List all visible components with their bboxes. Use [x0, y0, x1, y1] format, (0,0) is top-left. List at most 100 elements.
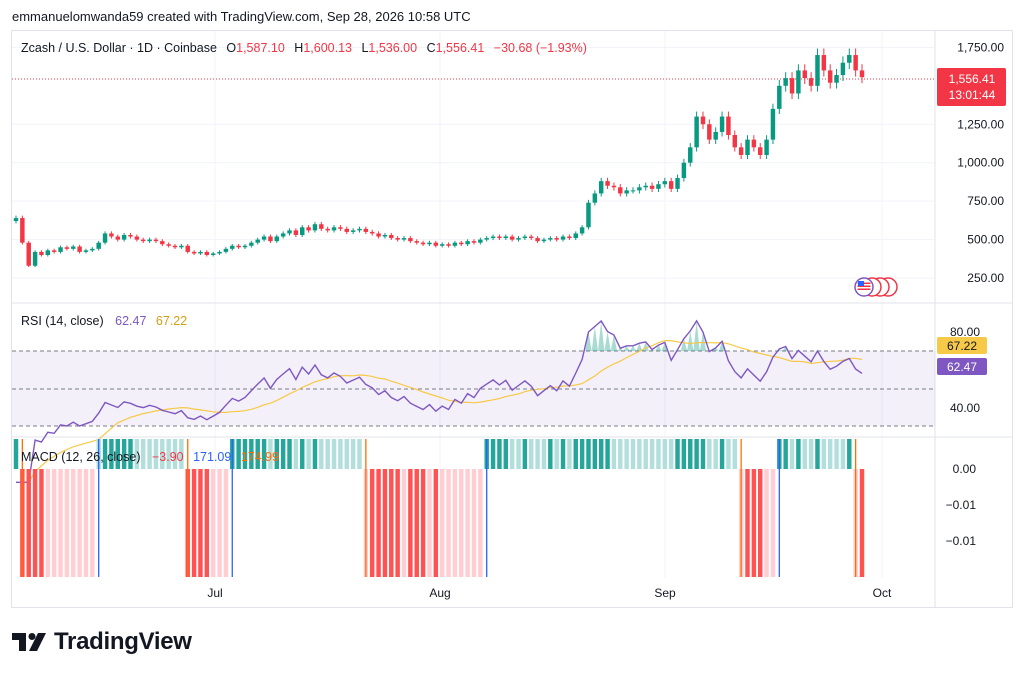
candle-body[interactable]	[840, 62, 846, 76]
candle-body[interactable]	[827, 70, 833, 83]
candle-body[interactable]	[757, 147, 763, 156]
candle-body[interactable]	[573, 233, 578, 239]
candle-body[interactable]	[668, 181, 674, 189]
candle-body[interactable]	[408, 238, 413, 242]
candle-body[interactable]	[223, 248, 229, 252]
candle-body[interactable]	[459, 242, 464, 245]
candle-body[interactable]	[51, 250, 57, 252]
candle-body[interactable]	[45, 250, 51, 255]
candle-body[interactable]	[121, 234, 127, 240]
candle-body[interactable]	[732, 135, 738, 148]
candle-body[interactable]	[745, 139, 750, 156]
candle-body[interactable]	[783, 78, 788, 86]
candle-body[interactable]	[484, 238, 489, 240]
candle-body[interactable]	[662, 181, 668, 185]
candle-body[interactable]	[439, 244, 445, 246]
candle-body[interactable]	[134, 236, 140, 240]
candle-body[interactable]	[261, 236, 267, 240]
candle-body[interactable]	[77, 246, 82, 252]
candle-body[interactable]	[433, 242, 439, 246]
candle-body[interactable]	[770, 108, 776, 140]
candle-body[interactable]	[509, 236, 515, 240]
candle-body[interactable]	[32, 251, 38, 266]
candle-body[interactable]	[560, 236, 566, 240]
candle-body[interactable]	[452, 242, 458, 246]
candle-body[interactable]	[656, 184, 661, 189]
candle-body[interactable]	[344, 228, 349, 232]
candle-body[interactable]	[586, 202, 591, 228]
candle-body[interactable]	[516, 238, 521, 240]
candle-body[interactable]	[274, 236, 280, 242]
candle-body[interactable]	[172, 245, 178, 248]
candle-body[interactable]	[166, 244, 171, 246]
candle-body[interactable]	[853, 55, 858, 71]
candle-body[interactable]	[567, 236, 572, 239]
candle-body[interactable]	[395, 238, 400, 240]
candle-body[interactable]	[503, 236, 509, 239]
candle-body[interactable]	[115, 236, 121, 240]
candle-body[interactable]	[268, 236, 273, 242]
candle-body[interactable]	[598, 181, 604, 194]
candle-body[interactable]	[554, 238, 559, 240]
candle-body[interactable]	[618, 187, 623, 194]
candle-body[interactable]	[376, 233, 381, 237]
candle-body[interactable]	[579, 227, 585, 234]
candle-body[interactable]	[58, 247, 63, 252]
candle-body[interactable]	[541, 239, 547, 242]
candle-body[interactable]	[707, 124, 712, 140]
candle-body[interactable]	[592, 193, 598, 203]
candle-body[interactable]	[611, 185, 617, 188]
candle-body[interactable]	[319, 224, 324, 229]
candle-body[interactable]	[230, 245, 235, 249]
candle-body[interactable]	[325, 228, 330, 231]
candle-body[interactable]	[548, 238, 553, 240]
candle-body[interactable]	[713, 131, 718, 140]
candle-body[interactable]	[847, 55, 852, 63]
events-flag[interactable]	[854, 277, 898, 297]
candle-body[interactable]	[236, 245, 241, 248]
candle-body[interactable]	[821, 55, 827, 71]
candle-body[interactable]	[331, 227, 337, 231]
candle-body[interactable]	[160, 241, 165, 245]
candle-body[interactable]	[605, 181, 610, 186]
candle-body[interactable]	[796, 70, 801, 94]
candle-body[interactable]	[630, 190, 636, 192]
candle-body[interactable]	[834, 75, 839, 83]
candle-body[interactable]	[109, 233, 114, 237]
candle-body[interactable]	[414, 241, 419, 243]
candle-body[interactable]	[287, 230, 292, 234]
candle-body[interactable]	[649, 185, 655, 189]
candle-body[interactable]	[802, 70, 807, 79]
candle-body[interactable]	[140, 239, 146, 242]
candle-body[interactable]	[815, 55, 820, 86]
candle-body[interactable]	[357, 228, 362, 231]
candle-body[interactable]	[726, 116, 731, 136]
candle-body[interactable]	[83, 250, 89, 252]
candle-body[interactable]	[859, 70, 865, 78]
candle-body[interactable]	[338, 227, 343, 229]
candle-body[interactable]	[255, 239, 260, 243]
candle-body[interactable]	[808, 78, 814, 86]
candle-body[interactable]	[471, 241, 477, 243]
candle-body[interactable]	[490, 236, 496, 239]
candle-body[interactable]	[675, 178, 680, 189]
candle-body[interactable]	[789, 78, 795, 94]
candle-body[interactable]	[688, 147, 693, 163]
candle-body[interactable]	[39, 251, 44, 255]
candle-body[interactable]	[529, 236, 534, 239]
candle-body[interactable]	[369, 231, 375, 234]
candle-body[interactable]	[96, 242, 101, 249]
candle-body[interactable]	[64, 247, 70, 249]
candle-body[interactable]	[522, 236, 528, 239]
candle-body[interactable]	[751, 139, 757, 148]
candle-body[interactable]	[300, 227, 305, 235]
tradingview-logo[interactable]: TradingView	[12, 628, 192, 656]
candle-body[interactable]	[217, 251, 222, 254]
candle-body[interactable]	[719, 116, 725, 132]
candle-body[interactable]	[249, 242, 254, 246]
candle-body[interactable]	[242, 245, 248, 248]
candle-body[interactable]	[420, 242, 426, 245]
candle-body[interactable]	[185, 245, 190, 252]
candle-body[interactable]	[312, 224, 318, 231]
candle-body[interactable]	[147, 239, 152, 242]
